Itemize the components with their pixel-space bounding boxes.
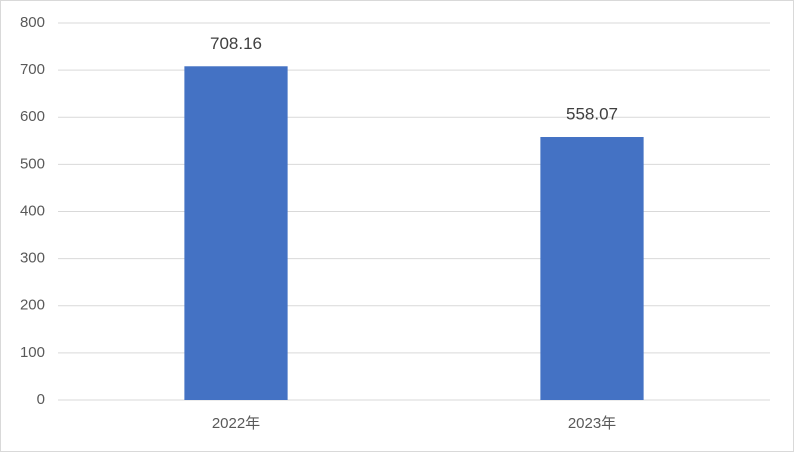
- y-tick-label: 300: [20, 250, 45, 267]
- y-tick-label: 800: [20, 14, 45, 31]
- bar: [540, 137, 644, 400]
- bar: [184, 66, 288, 400]
- y-tick-label: 600: [20, 108, 45, 125]
- y-tick-label: 700: [20, 61, 45, 78]
- data-label: 708.16: [210, 34, 262, 53]
- y-tick-label: 200: [20, 297, 45, 314]
- y-tick-label: 100: [20, 344, 45, 361]
- data-label: 558.07: [566, 104, 618, 123]
- y-tick-label: 0: [37, 391, 45, 408]
- y-tick-label: 400: [20, 202, 45, 219]
- x-tick-label: 2022年: [212, 415, 260, 432]
- y-tick-label: 500: [20, 155, 45, 172]
- x-tick-label: 2023年: [568, 415, 616, 432]
